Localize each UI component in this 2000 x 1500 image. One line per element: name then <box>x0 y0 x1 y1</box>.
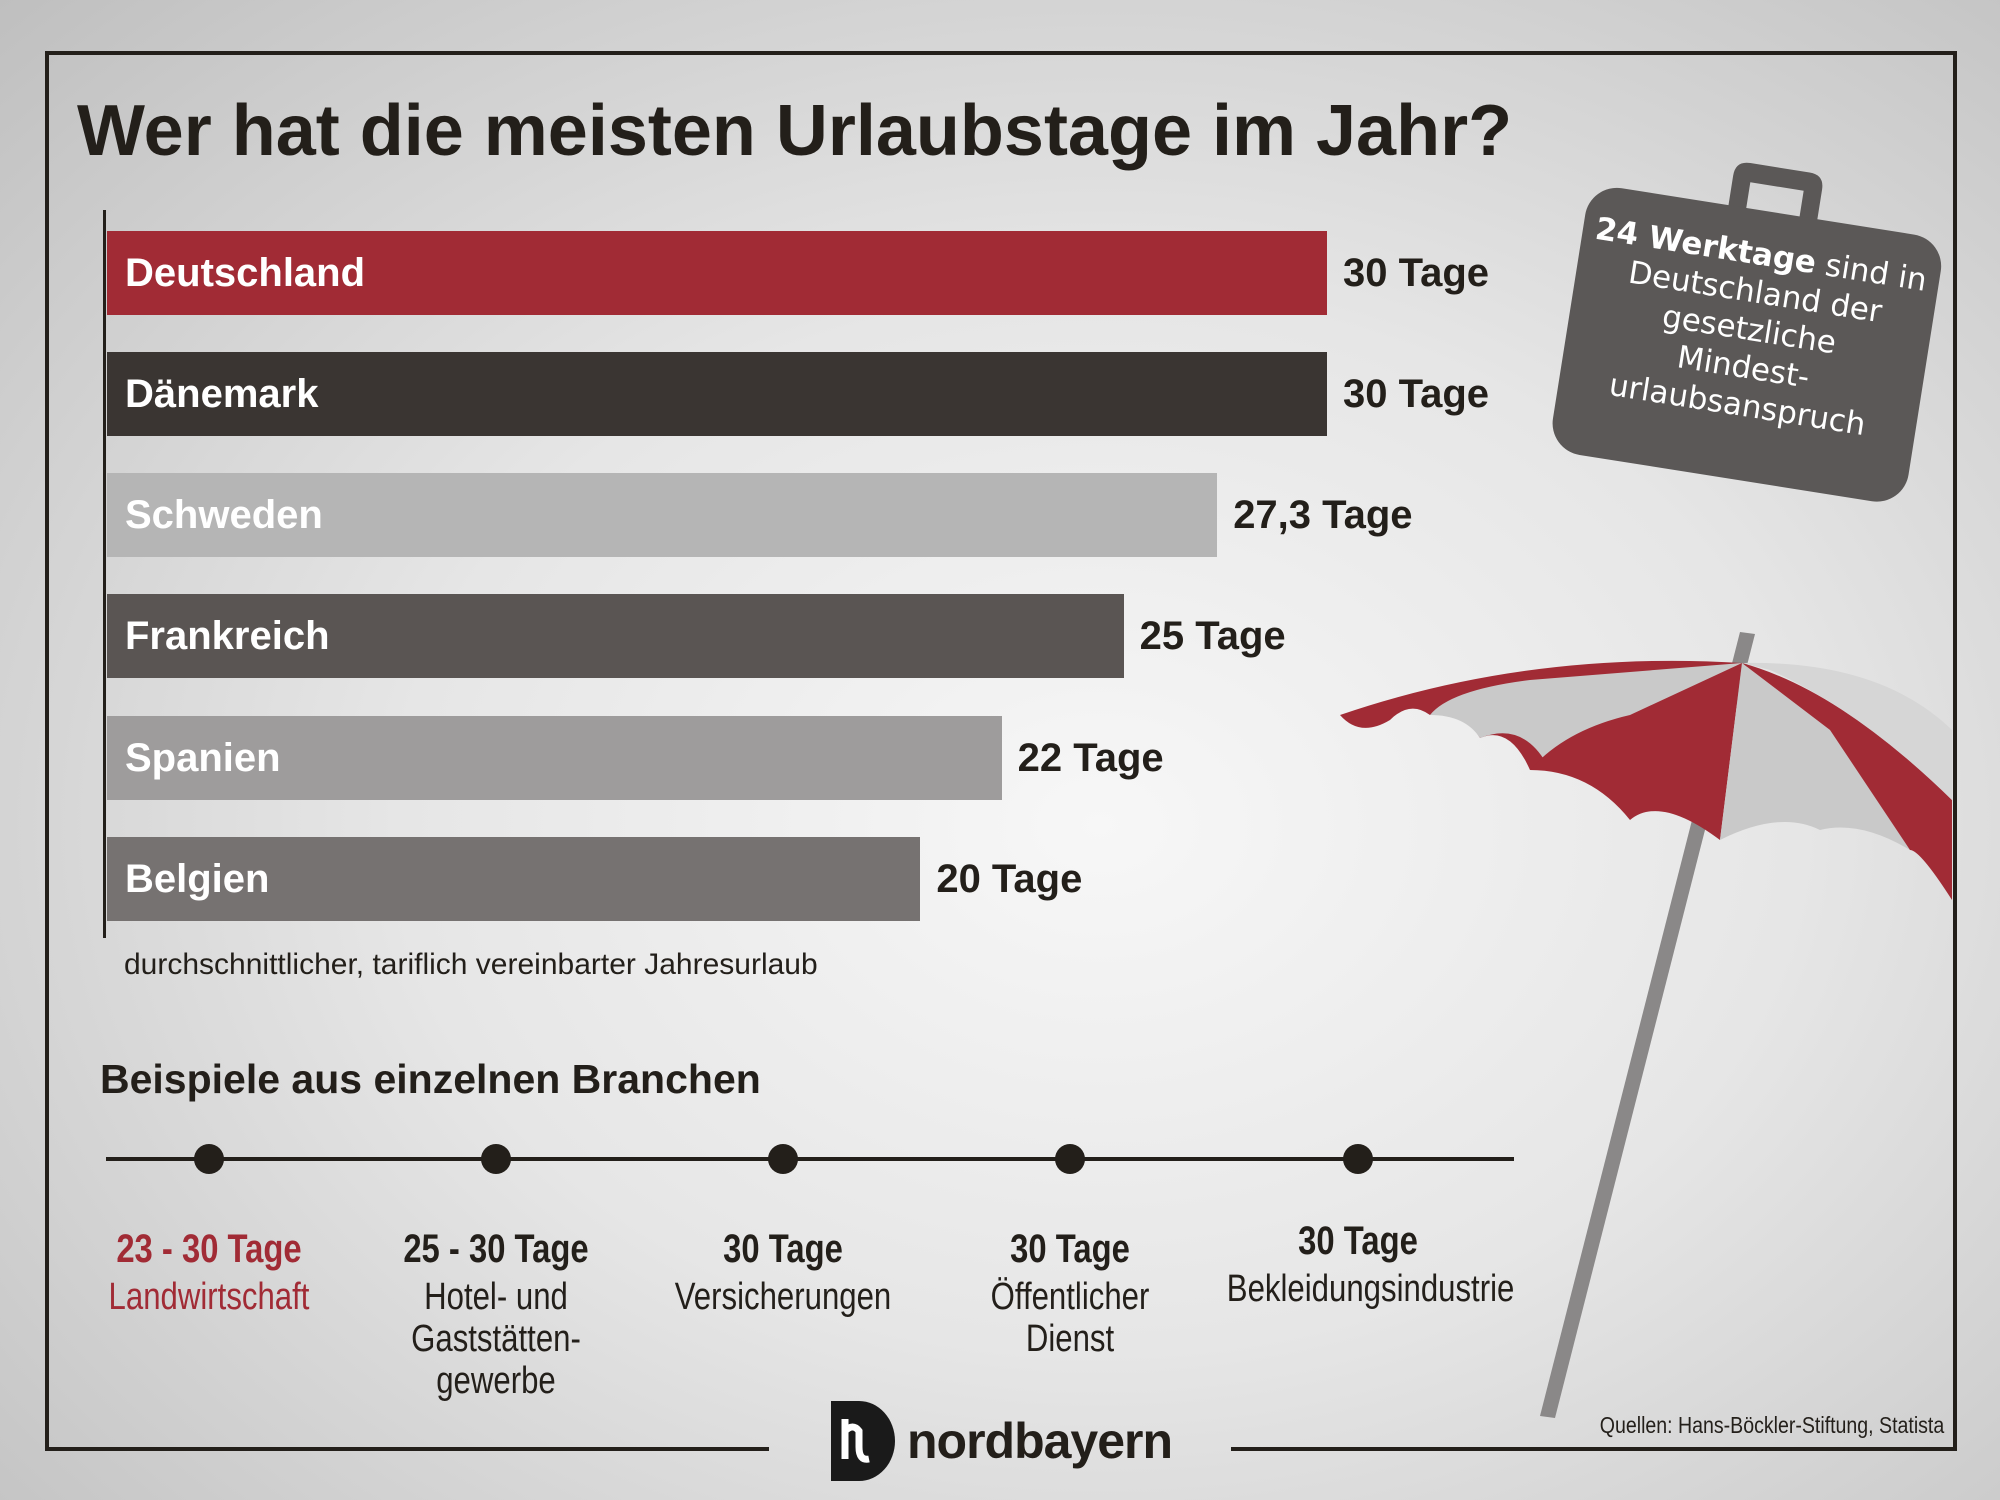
logo-wordmark: nordbayern <box>907 1413 1173 1469</box>
sources: Quellen: Hans-Böckler-Stiftung, Statista <box>1599 1412 1944 1438</box>
frame-right <box>1953 51 1957 1451</box>
bar-value-label: 22 Tage <box>1017 736 1164 780</box>
suitcase-icon <box>1552 162 1942 502</box>
branch-item: 25 - 30 Tage Hotel- und Gaststätten-gewerb… <box>365 1222 627 1402</box>
bar-value-label: 27,3 Tage <box>1233 493 1413 537</box>
branch-name: Bekleidungsindustrie <box>1226 1268 1515 1310</box>
branch-item: 23 - 30 Tage Landwirtschaft <box>78 1222 340 1318</box>
bar-label: Schweden <box>125 493 323 537</box>
chart-note: durchschnittlicher, tariflich vereinbart… <box>124 948 818 981</box>
nordbayern-logo-icon <box>831 1401 895 1481</box>
timeline-dot <box>1055 1144 1085 1174</box>
beach-umbrella-icon <box>1340 632 1952 1418</box>
frame-bottom-left <box>45 1447 769 1451</box>
branch-value: 23 - 30 Tage <box>116 1227 302 1271</box>
bar-label: Dänemark <box>125 372 319 416</box>
timeline-dot <box>1343 1144 1373 1174</box>
bar-label: Spanien <box>125 736 281 780</box>
bar-4 <box>107 716 1002 800</box>
frame-bottom-right <box>1231 1447 1957 1451</box>
branch-value: 30 Tage <box>1010 1227 1130 1271</box>
bar-1 <box>107 352 1327 436</box>
suitcase-callout: 24 Werktage sind in Deutschland der gese… <box>1537 132 1964 517</box>
chart-axis <box>103 210 106 938</box>
branch-value: 25 - 30 Tage <box>403 1227 589 1271</box>
branch-item: 30 Tage Öffentlicher Dienst <box>939 1222 1201 1360</box>
bar-label: Frankreich <box>125 614 330 658</box>
bar-value-label: 20 Tage <box>936 857 1083 901</box>
branch-item: 30 Tage Versicherungen <box>652 1222 914 1318</box>
frame-left <box>45 51 49 1451</box>
branch-name: Landwirtschaft <box>108 1276 310 1318</box>
branch-name: Hotel- und <box>424 1276 568 1318</box>
page-title: Wer hat die meisten Urlaubstage im Jahr? <box>77 91 1513 171</box>
nordbayern-logo: nordbayern <box>823 1400 1173 1482</box>
bar-label: Deutschland <box>125 251 366 295</box>
timeline-dot <box>194 1144 224 1174</box>
branch-name: Versicherungen <box>674 1276 892 1318</box>
branches-title: Beispiele aus einzelnen Branchen <box>100 1056 761 1102</box>
bar-3 <box>107 594 1124 678</box>
branch-name: Gaststätten- <box>411 1318 581 1360</box>
bar-2 <box>107 473 1218 557</box>
bar-0 <box>107 231 1327 315</box>
bar-5 <box>107 837 921 921</box>
frame-top <box>45 51 1957 55</box>
bar-value-label: 30 Tage <box>1343 251 1489 295</box>
timeline-line <box>106 1157 1514 1161</box>
branch-name: gewerbe <box>436 1360 556 1402</box>
bar-label: Belgien <box>125 857 270 901</box>
branch-value: 30 Tage <box>723 1227 843 1271</box>
branch-item: 30 Tage Bekleidungsindustrie <box>1226 1214 1515 1310</box>
timeline-dot <box>481 1144 511 1174</box>
timeline-dot <box>768 1144 798 1174</box>
bar-value-label: 30 Tage <box>1343 372 1489 416</box>
bar-value-label: 25 Tage <box>1139 614 1286 658</box>
branch-name: Öffentlicher <box>990 1276 1150 1318</box>
branch-name: Dienst <box>1025 1318 1115 1360</box>
branch-value: 30 Tage <box>1298 1219 1418 1263</box>
